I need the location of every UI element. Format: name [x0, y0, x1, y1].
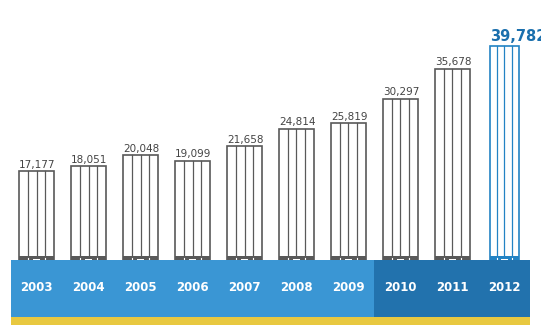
- Text: 2005: 2005: [124, 281, 157, 294]
- Bar: [345, 259, 352, 266]
- Bar: [383, 256, 418, 266]
- Bar: [34, 259, 39, 266]
- Text: 2006: 2006: [176, 281, 209, 294]
- Bar: [123, 155, 158, 266]
- Bar: [279, 129, 314, 266]
- Bar: [293, 259, 300, 266]
- Text: 2010: 2010: [384, 281, 417, 294]
- Bar: [435, 69, 470, 266]
- Bar: [175, 256, 210, 266]
- Text: 25,819: 25,819: [331, 112, 367, 122]
- Bar: [19, 256, 54, 266]
- Bar: [19, 171, 54, 266]
- Bar: [397, 259, 404, 266]
- Text: 2009: 2009: [332, 281, 365, 294]
- Bar: [123, 256, 158, 266]
- Text: 2008: 2008: [280, 281, 313, 294]
- Bar: [241, 259, 248, 266]
- Bar: [11, 317, 530, 325]
- Bar: [11, 260, 374, 317]
- Bar: [175, 161, 210, 266]
- Bar: [85, 259, 91, 266]
- Text: 35,678: 35,678: [435, 57, 471, 67]
- Text: 2007: 2007: [228, 281, 261, 294]
- Bar: [71, 256, 106, 266]
- Bar: [331, 256, 366, 266]
- Bar: [502, 259, 507, 266]
- Text: 19,099: 19,099: [175, 149, 211, 159]
- Text: 2003: 2003: [21, 281, 53, 294]
- Bar: [71, 166, 106, 266]
- Bar: [227, 147, 262, 266]
- Text: 39,782: 39,782: [490, 29, 541, 44]
- Bar: [227, 256, 262, 266]
- Text: 20,048: 20,048: [123, 144, 159, 154]
- Bar: [331, 124, 366, 266]
- Text: 21,658: 21,658: [227, 135, 263, 145]
- Bar: [435, 256, 470, 266]
- Bar: [490, 46, 519, 266]
- Text: 24,814: 24,814: [279, 117, 315, 127]
- Text: 18,051: 18,051: [71, 155, 107, 165]
- Text: 2004: 2004: [72, 281, 105, 294]
- Bar: [374, 260, 530, 317]
- Bar: [189, 259, 196, 266]
- Text: 2011: 2011: [436, 281, 469, 294]
- Bar: [383, 98, 418, 266]
- Bar: [450, 259, 456, 266]
- Bar: [279, 256, 314, 266]
- Bar: [137, 259, 144, 266]
- Bar: [490, 256, 519, 266]
- Text: 30,297: 30,297: [383, 87, 419, 97]
- Text: 2012: 2012: [488, 281, 520, 294]
- Text: 17,177: 17,177: [19, 160, 55, 170]
